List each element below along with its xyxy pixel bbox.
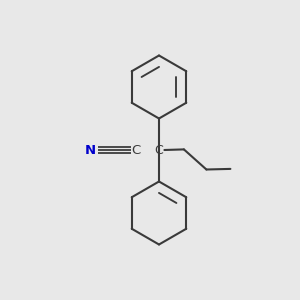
Text: C: C [131,143,140,157]
Text: C: C [154,143,164,157]
Text: N: N [85,143,96,157]
